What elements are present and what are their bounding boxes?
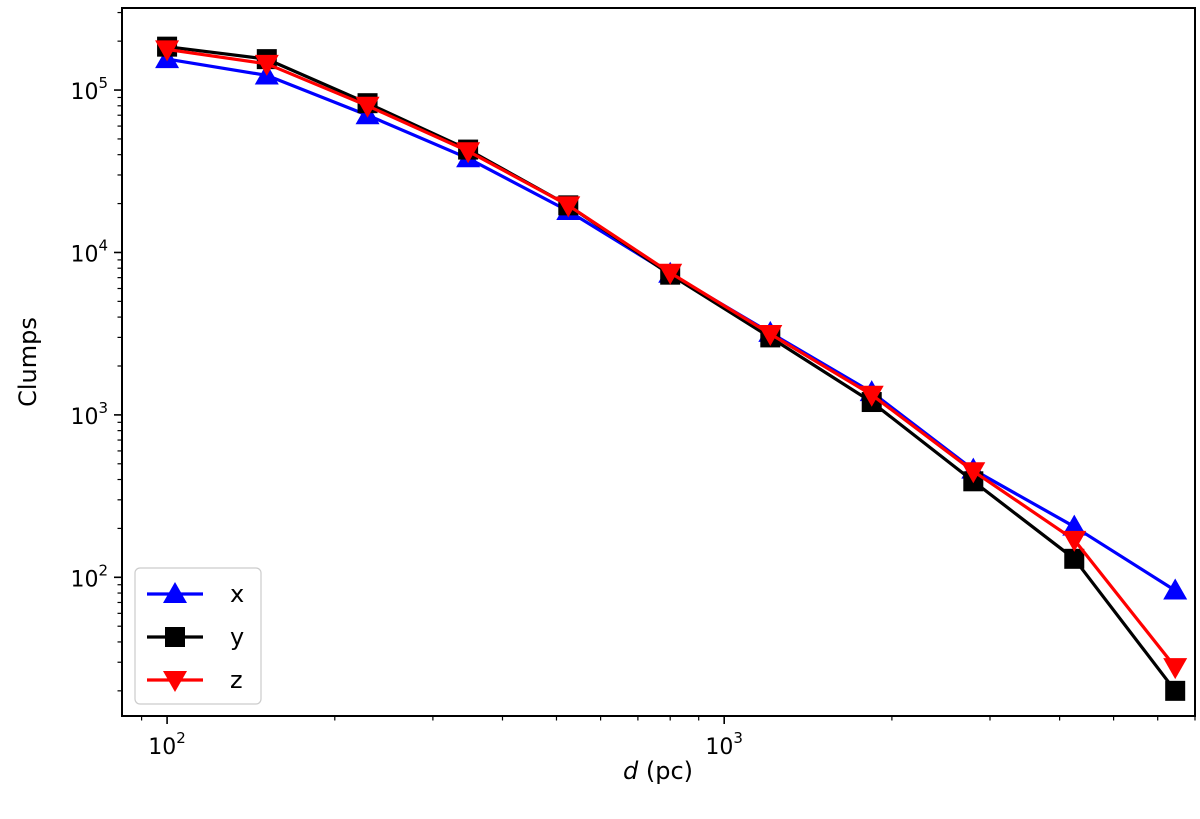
x-axis-label: d (pc): [623, 757, 693, 785]
data-point-y: [1165, 680, 1186, 701]
series-z: [155, 40, 1188, 680]
data-point-z: [859, 385, 884, 407]
legend-marker: [163, 582, 187, 603]
ticks-layer: 102 103 102 103 104 105: [70, 11, 1196, 760]
y-tick-label: 102: [70, 561, 108, 592]
series-line-z: [166, 47, 1177, 669]
legend-marker: [165, 627, 185, 647]
series-line-y: [166, 45, 1177, 692]
series-y: [157, 36, 1186, 701]
data-point-z: [961, 462, 986, 484]
x-axis-label-unit: (pc): [638, 757, 693, 785]
data-point-z: [456, 142, 481, 164]
data-point-z: [1062, 530, 1087, 552]
data-point-y: [1064, 548, 1085, 569]
y-tick-label: 103: [70, 399, 108, 430]
data-point-z: [1163, 658, 1188, 680]
x-axis-label-variable: d: [623, 757, 639, 785]
y-tick-label: 104: [70, 236, 108, 267]
data-point-z: [758, 324, 783, 346]
legend-label: y: [230, 623, 244, 651]
series-x: [155, 47, 1188, 600]
y-tick-label: 105: [70, 74, 108, 105]
data-point-z: [658, 263, 683, 285]
x-tick-label: 102: [148, 729, 186, 760]
legend-item-z: z: [147, 666, 243, 694]
legend-item-x: x: [147, 580, 244, 608]
y-axis-label: Clumps: [14, 317, 42, 407]
series-line-x: [166, 57, 1177, 592]
x-tick-label: 103: [705, 729, 743, 760]
data-point-z: [556, 196, 581, 218]
legend-item-y: y: [147, 623, 244, 651]
legend-marker: [163, 671, 187, 692]
data-point-z: [254, 54, 279, 76]
data-point-x: [1062, 514, 1087, 536]
legend-label: x: [230, 580, 244, 608]
plot-frame: [121, 7, 1196, 717]
legend-label: z: [230, 666, 243, 694]
data-point-x: [1163, 578, 1188, 600]
data-point-z: [155, 40, 180, 62]
data-point-z: [355, 96, 380, 118]
series-layer: [155, 36, 1188, 701]
legend: xyz: [134, 567, 262, 705]
